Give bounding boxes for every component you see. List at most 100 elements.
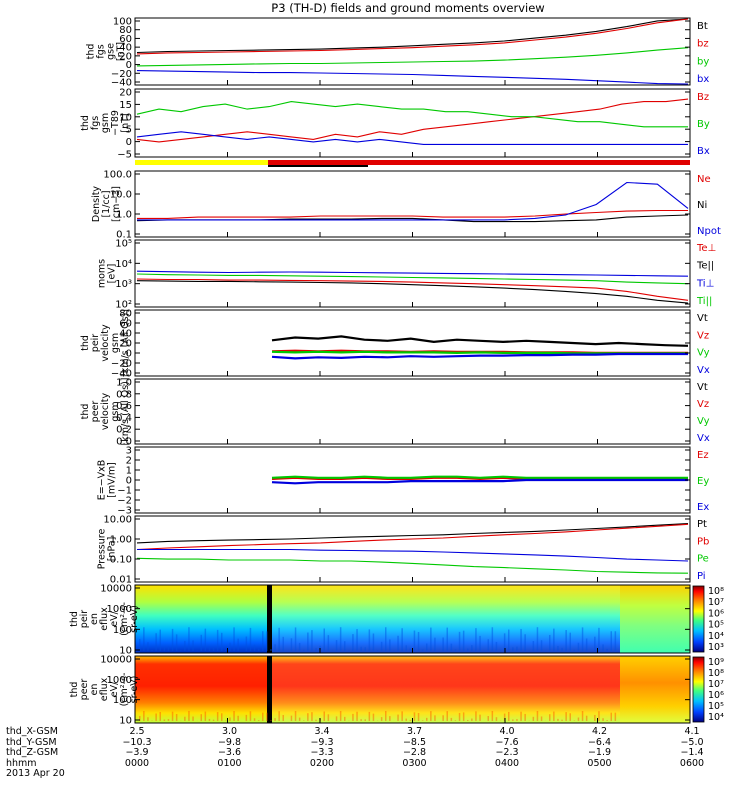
- spectrogram-streak: [541, 716, 543, 721]
- footer-value: 2.5: [117, 727, 157, 738]
- spectrogram-streak: [434, 715, 436, 721]
- spectrogram-streak: [553, 629, 555, 651]
- spectrogram-streak: [254, 645, 256, 651]
- spectrogram-streak: [455, 649, 457, 651]
- spectrogram-streak: [524, 634, 526, 651]
- spectrogram-streak: [172, 712, 174, 721]
- y-tick-label: 10⁴: [115, 259, 132, 270]
- legend-entry: Vz: [697, 399, 709, 410]
- footer-value: 0200: [302, 759, 342, 770]
- spectrogram-streak: [496, 642, 498, 651]
- spectrogram-streak: [356, 629, 358, 651]
- spectrogram-streak: [377, 650, 379, 651]
- spectrogram-streak: [434, 638, 436, 651]
- spectrogram-streak: [352, 714, 354, 721]
- spectrogram-streak: [447, 628, 449, 651]
- legend-entry: Pt: [697, 519, 707, 530]
- spectrogram-streak: [147, 642, 149, 651]
- spectrogram-streak: [250, 628, 252, 651]
- spectrogram-streak: [442, 637, 444, 651]
- spectrogram-streak: [311, 630, 313, 651]
- spectrogram-streak: [488, 639, 490, 651]
- spectrogram-streak: [324, 628, 326, 651]
- spectrogram-streak: [516, 647, 518, 651]
- footer-value: 4.0: [487, 727, 527, 738]
- spectrogram-streak: [524, 714, 526, 721]
- spectrogram-streak: [401, 711, 403, 721]
- spectrogram-streak: [258, 720, 260, 721]
- spectrogram-streak: [270, 720, 272, 721]
- spectrogram-streak: [594, 715, 596, 721]
- spectrogram-streak: [188, 711, 190, 721]
- legend-entry: Vy: [697, 416, 710, 427]
- spectrogram-streak: [192, 717, 194, 721]
- spectrogram-streak: [348, 650, 350, 651]
- spectrogram-streak: [266, 713, 268, 721]
- footer-value: 0300: [395, 759, 435, 770]
- spectrogram-streak: [381, 642, 383, 651]
- spectrogram-streak: [594, 637, 596, 651]
- legend-entry: Pi: [697, 571, 706, 582]
- y-tick-label: 100.0: [103, 170, 132, 181]
- spectrogram-streak: [373, 714, 375, 721]
- spectrogram-streak: [615, 713, 617, 721]
- spectrogram-streak: [258, 649, 260, 651]
- spectrogram-streak: [151, 650, 153, 651]
- legend-entry: Ey: [697, 476, 709, 487]
- spectrogram-streak: [344, 717, 346, 721]
- spectrogram-streak: [397, 715, 399, 721]
- spectrogram-streak: [471, 719, 473, 721]
- spectrogram-streak: [143, 627, 145, 651]
- footer-value: −3.6: [210, 748, 250, 759]
- y-tick-label: 20: [119, 88, 132, 99]
- spectrogram-streak: [278, 711, 280, 721]
- spectrogram-streak: [574, 650, 576, 651]
- footer-value: 0100: [210, 759, 250, 770]
- y-axis-label-line: sr-eV): [129, 605, 140, 633]
- spectrogram-streak: [565, 712, 567, 721]
- spectrogram-streak: [262, 713, 264, 721]
- spectrogram-streak: [299, 718, 301, 721]
- spectrogram-streak: [295, 711, 297, 721]
- spectrogram-streak: [549, 635, 551, 651]
- spectrogram-streak: [176, 634, 178, 651]
- panel-p5: 1.00.80.60.40.20.0thdpeervelocitygsm[km/…: [80, 378, 710, 448]
- footer-value: 4.1: [672, 727, 712, 738]
- spectrogram-streak: [295, 627, 297, 651]
- panel-p8: 10⁸10⁷10⁶10⁵10⁴10³10000100010010thdpeire…: [69, 584, 724, 657]
- y-axis-label-line: [nT]: [116, 42, 127, 61]
- spectrogram-streak: [352, 634, 354, 651]
- spectrogram-streak: [205, 712, 207, 721]
- legend-entry: Vz: [697, 330, 709, 341]
- spectrogram-streak: [406, 645, 408, 651]
- legend-entry: Te⊥: [696, 243, 716, 254]
- spectrogram-streak: [168, 646, 170, 651]
- spectrogram-streak: [340, 627, 342, 651]
- spectrogram-streak: [397, 636, 399, 651]
- spectrogram-streak: [188, 627, 190, 651]
- spectrogram-streak: [365, 719, 367, 721]
- spectrogram-streak: [155, 713, 157, 721]
- y-axis-label: thdpeirvelocitygsm[km/s (All Qs)]: [80, 309, 131, 377]
- panel-frame: [135, 379, 690, 444]
- footer-value: 0600: [672, 759, 712, 770]
- y-axis-label: thdpeirenefluxeV/(cm²-s-sr-eV): [69, 602, 140, 636]
- spectrogram-streak: [598, 628, 600, 651]
- spectrogram-streak: [549, 714, 551, 721]
- spectrogram-streak: [508, 630, 510, 651]
- footer-value: −1.9: [580, 748, 620, 759]
- series-line-By: [137, 102, 688, 127]
- spectrogram-streak: [512, 647, 514, 651]
- footer-value: −2.3: [487, 748, 527, 759]
- spectrogram-streak: [213, 720, 215, 721]
- spectrogram-streak: [467, 649, 469, 651]
- spectrogram-gap: [267, 656, 272, 723]
- spectrogram-streak: [520, 712, 522, 721]
- colorbar-p9: [693, 657, 704, 722]
- legend-entry: Vx: [697, 365, 710, 376]
